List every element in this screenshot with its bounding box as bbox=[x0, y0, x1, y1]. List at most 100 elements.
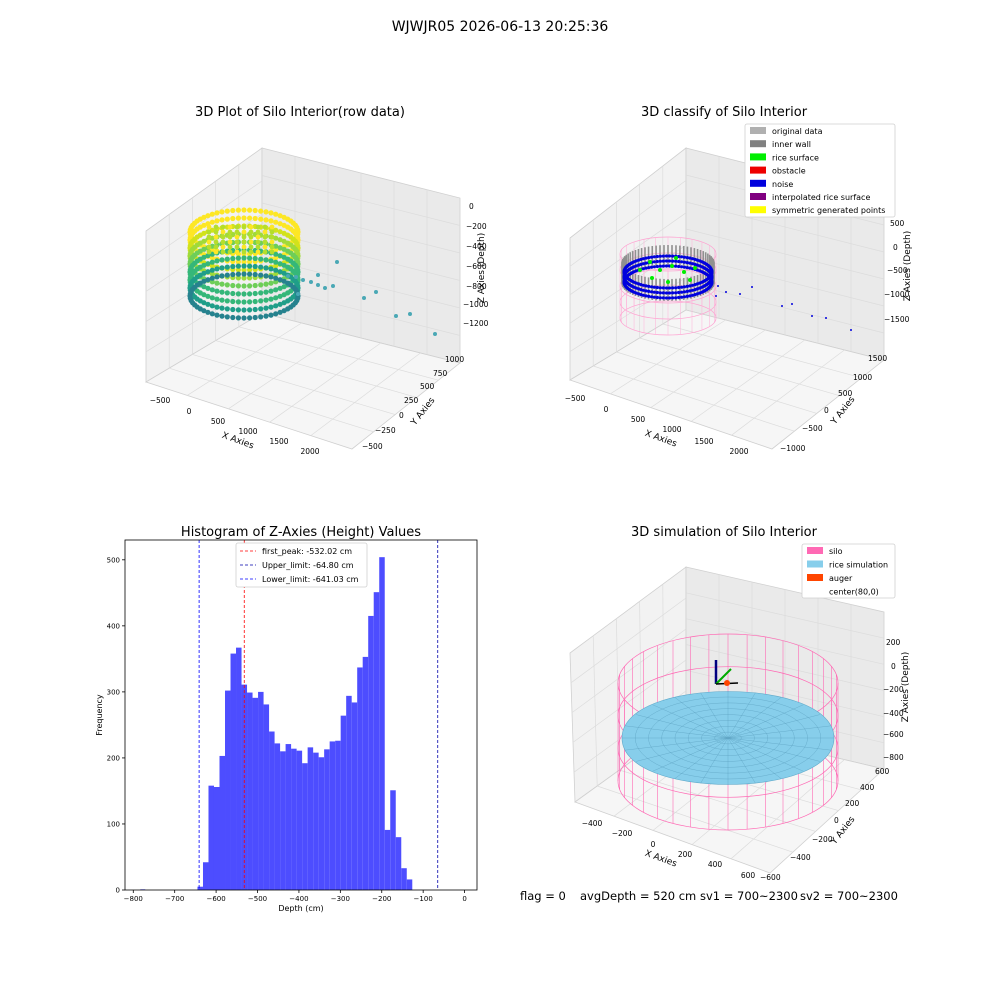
raw-point bbox=[277, 309, 283, 315]
raw-point bbox=[213, 234, 219, 240]
histogram-bar bbox=[406, 879, 413, 890]
grid-line bbox=[639, 337, 840, 396]
raw-outlier-point bbox=[335, 260, 339, 264]
noise-point bbox=[661, 296, 666, 300]
rice-surface-point bbox=[658, 268, 662, 272]
raw-point bbox=[209, 219, 215, 225]
legend-label: rice simulation bbox=[829, 561, 888, 570]
histogram-bar bbox=[335, 740, 341, 890]
footer-status: flag = 0 avgDepth = 520 cm sv1 = 700~230… bbox=[520, 889, 898, 903]
y-tick-label: 100 bbox=[107, 820, 120, 828]
y-tick: −500 bbox=[802, 424, 823, 433]
legend-label: Lower_limit: -641.03 cm bbox=[262, 575, 359, 584]
rice-mesh-line bbox=[727, 737, 804, 772]
noise-point bbox=[641, 262, 646, 266]
y-tick: 750 bbox=[433, 369, 448, 378]
raw-point bbox=[268, 258, 274, 264]
histogram-bar bbox=[269, 731, 275, 890]
raw-point bbox=[230, 255, 236, 262]
y-tick-label: 0 bbox=[116, 887, 120, 895]
z-tick: −400 bbox=[883, 709, 904, 718]
z-tick: −1000 bbox=[463, 300, 489, 309]
raw-point bbox=[201, 254, 207, 260]
legend-swatch bbox=[750, 206, 766, 214]
noise-point bbox=[677, 264, 681, 269]
raw-outlier-point bbox=[374, 290, 378, 294]
noise-point bbox=[677, 285, 681, 290]
raw-point bbox=[277, 293, 283, 299]
noise-point bbox=[658, 264, 663, 268]
raw-point bbox=[268, 280, 274, 286]
raw-point bbox=[247, 307, 253, 313]
raw-point bbox=[219, 289, 225, 295]
legend-label: interpolated rice surface bbox=[772, 193, 870, 202]
y-tick: 1500 bbox=[868, 354, 887, 363]
raw-point bbox=[277, 277, 283, 283]
noise-point bbox=[658, 291, 663, 295]
raw-point bbox=[214, 296, 220, 302]
noise-point bbox=[641, 257, 646, 261]
noise-point bbox=[664, 291, 669, 295]
raw-point bbox=[273, 279, 279, 285]
raw-point bbox=[277, 301, 283, 307]
auger-axes bbox=[714, 660, 739, 686]
raw-point bbox=[241, 275, 247, 281]
noise-point bbox=[677, 290, 681, 295]
raw-point bbox=[248, 229, 254, 235]
raw-point bbox=[235, 291, 241, 297]
legend-swatch bbox=[750, 166, 766, 174]
histogram-bar bbox=[329, 741, 336, 890]
rice-mesh-line bbox=[636, 714, 729, 739]
noise-point bbox=[664, 264, 669, 268]
noise-point bbox=[667, 259, 672, 263]
raw-point bbox=[209, 311, 215, 317]
raw-point bbox=[263, 217, 269, 223]
rice-mesh-line bbox=[727, 737, 831, 751]
y-tick: 0 bbox=[834, 816, 839, 825]
noise-point bbox=[691, 257, 695, 261]
x-tick: 2000 bbox=[729, 447, 748, 456]
raw-point bbox=[201, 222, 207, 228]
raw-point bbox=[205, 253, 211, 259]
rice-surface-point bbox=[666, 280, 670, 284]
histogram-bar bbox=[401, 868, 407, 890]
noise-point bbox=[667, 296, 672, 300]
grid-line bbox=[616, 351, 817, 414]
raw-point bbox=[219, 217, 225, 223]
raw-point bbox=[209, 211, 215, 217]
legend-label: center(80,0) bbox=[829, 588, 879, 597]
y-axis-label: Frequency bbox=[95, 694, 104, 736]
raw-point bbox=[241, 229, 247, 235]
raw-point bbox=[241, 271, 247, 277]
figure-suptitle: WJWJR05 2026-06-13 20:25:36 bbox=[392, 19, 609, 35]
raw-outlier-point bbox=[323, 286, 327, 290]
raw-point bbox=[227, 249, 233, 255]
histogram-bar bbox=[213, 786, 220, 890]
raw-point bbox=[252, 215, 258, 222]
x-tick-label: −800 bbox=[124, 895, 143, 903]
grid-line bbox=[690, 339, 806, 422]
rice-mesh-line bbox=[727, 737, 820, 762]
raw-point bbox=[227, 229, 233, 235]
z-tick: −800 bbox=[883, 753, 904, 762]
x-tick-label: −700 bbox=[165, 895, 184, 903]
raw-point bbox=[273, 275, 279, 281]
grid-line bbox=[569, 180, 687, 267]
noise-point bbox=[791, 303, 793, 305]
raw-point bbox=[273, 259, 279, 265]
raw-point bbox=[258, 208, 264, 214]
y-tick: −200 bbox=[812, 835, 833, 844]
raw-outlier-point bbox=[408, 312, 412, 316]
raw-point bbox=[269, 244, 275, 250]
rice-surface-point bbox=[638, 268, 642, 272]
raw-point bbox=[268, 210, 274, 216]
rice-mesh-line bbox=[727, 704, 804, 739]
noise-point bbox=[682, 260, 687, 264]
noise-point bbox=[725, 291, 727, 293]
rice-mesh-line bbox=[652, 704, 729, 739]
raw-point bbox=[262, 234, 268, 240]
grid-line bbox=[187, 322, 302, 396]
grid-line bbox=[731, 349, 845, 436]
noise-point bbox=[652, 290, 657, 294]
histogram-bar bbox=[362, 656, 369, 890]
